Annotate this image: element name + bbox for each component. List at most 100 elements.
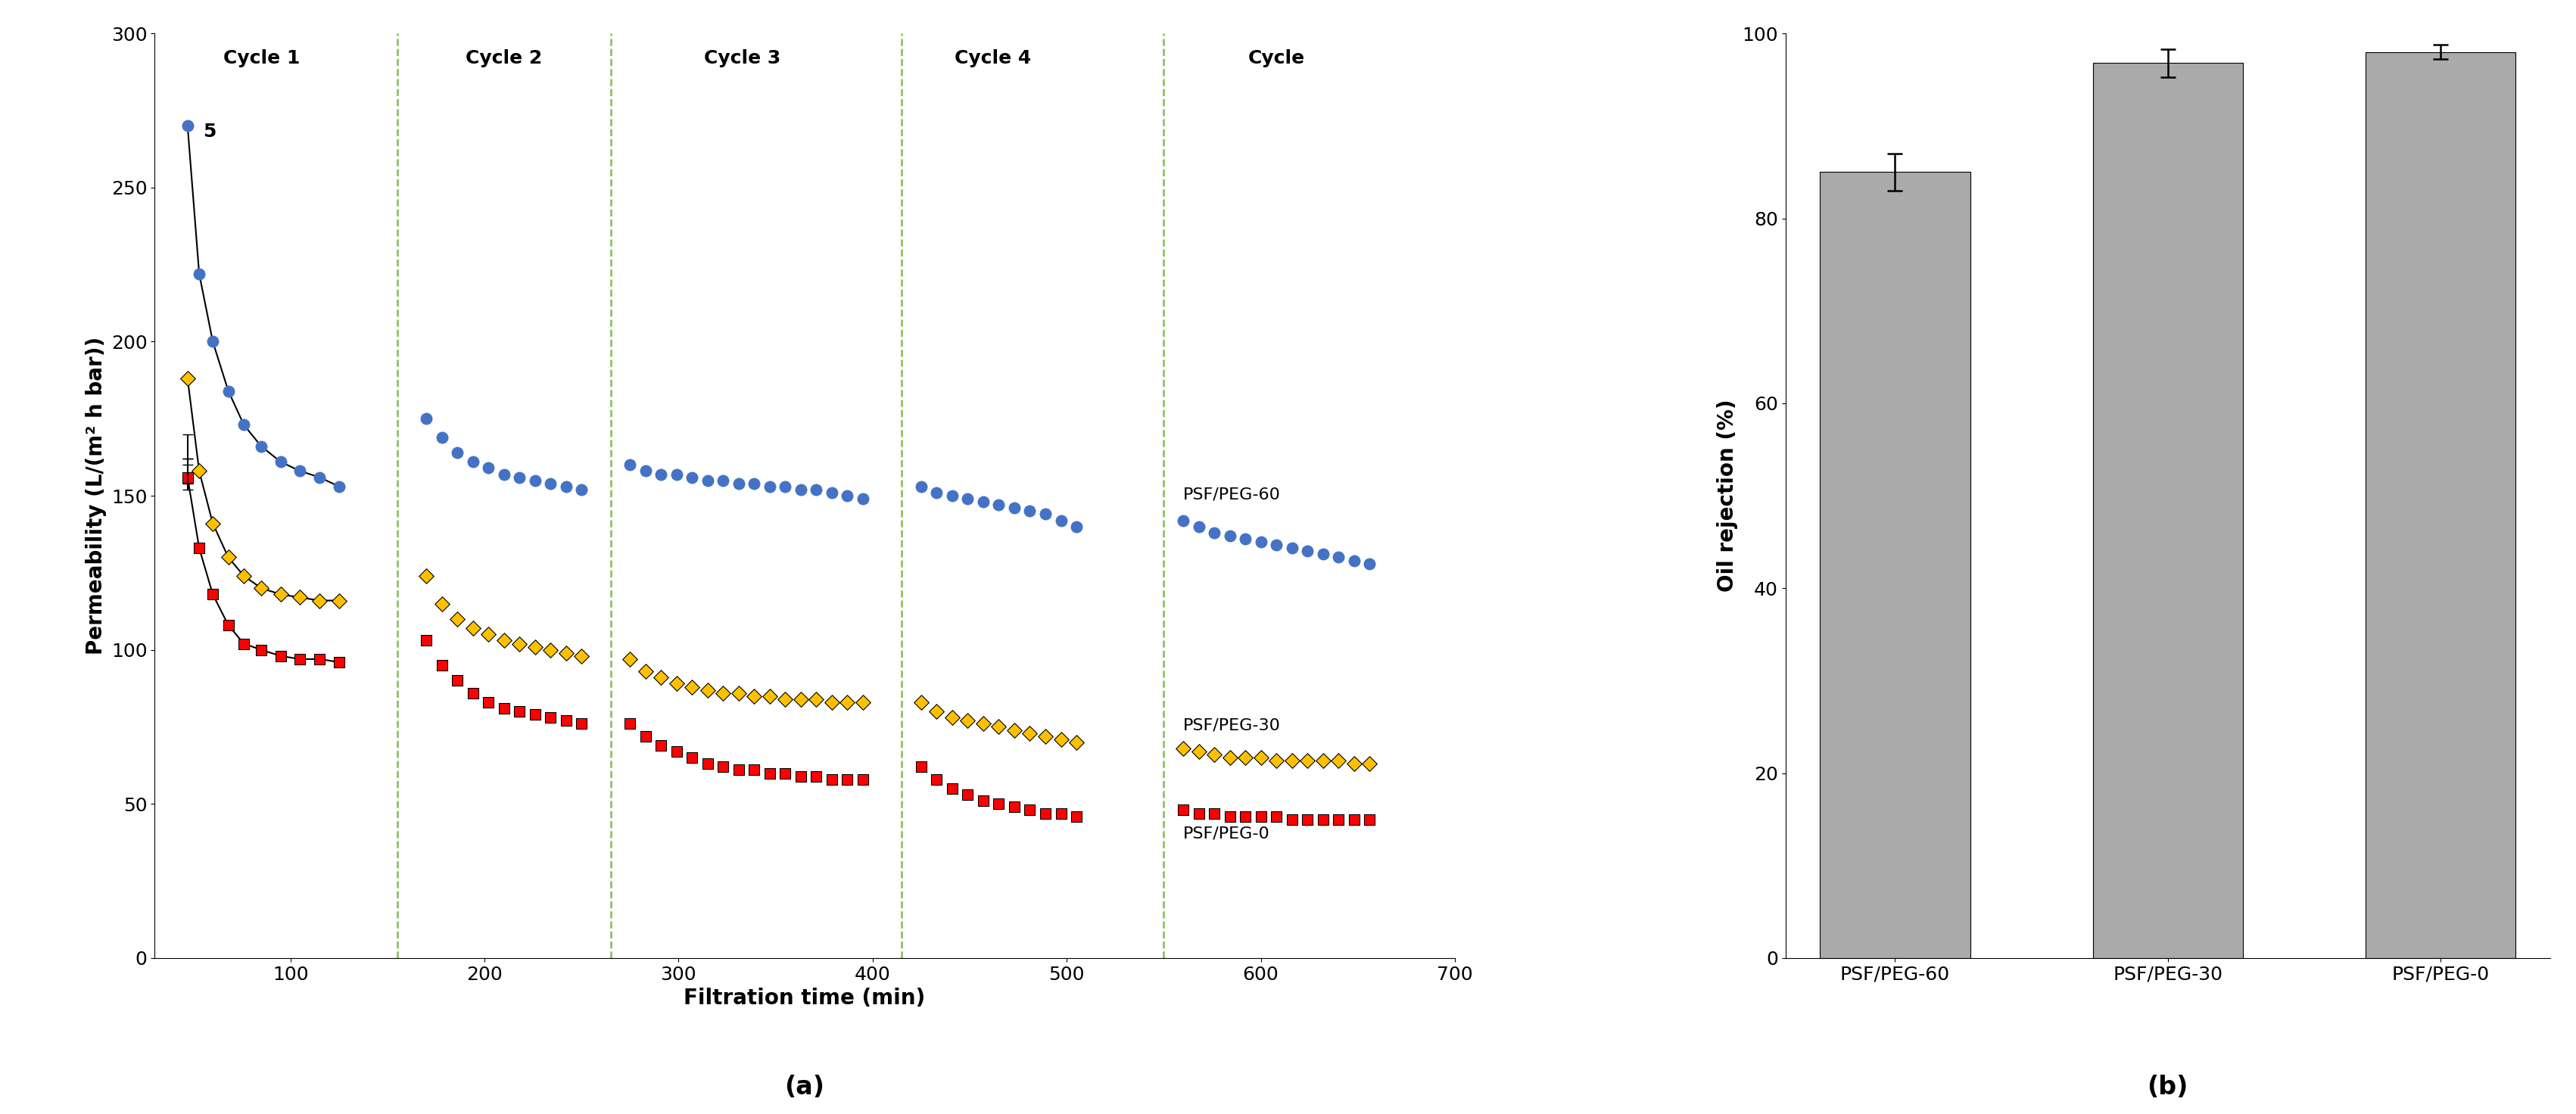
- Point: [688, 681, 729, 698]
- Point: [994, 721, 1036, 739]
- Point: [193, 515, 234, 532]
- Point: [611, 651, 652, 668]
- Point: [979, 719, 1020, 736]
- Point: [1025, 727, 1066, 745]
- Point: [1010, 502, 1051, 520]
- Point: [1319, 811, 1360, 829]
- Point: [484, 466, 526, 483]
- Point: [657, 743, 698, 761]
- Point: [657, 675, 698, 693]
- Point: [1273, 539, 1314, 557]
- Point: [404, 632, 446, 649]
- Point: [500, 703, 541, 721]
- Point: [260, 586, 301, 604]
- Point: [469, 626, 510, 644]
- Point: [515, 638, 556, 656]
- Point: [626, 663, 667, 681]
- Point: [438, 672, 479, 690]
- Point: [422, 656, 464, 674]
- Point: [1319, 548, 1360, 566]
- Point: [1208, 749, 1249, 766]
- Point: [750, 764, 791, 782]
- Point: [611, 715, 652, 733]
- Point: [209, 382, 250, 400]
- Point: [1041, 731, 1082, 749]
- Point: [469, 693, 510, 711]
- Bar: [1821, 172, 1971, 958]
- Point: [765, 478, 806, 496]
- Point: [515, 705, 556, 723]
- Point: [1350, 555, 1391, 573]
- Point: [827, 487, 868, 505]
- Point: [979, 795, 1020, 813]
- Point: [178, 462, 219, 480]
- Point: [1056, 808, 1097, 825]
- Point: [811, 693, 853, 711]
- Point: [281, 462, 322, 480]
- Point: [672, 468, 714, 486]
- Text: PSF/PEG-30: PSF/PEG-30: [1182, 717, 1280, 733]
- Point: [1334, 811, 1376, 829]
- Point: [734, 687, 775, 705]
- Point: [299, 651, 340, 668]
- Text: Cycle 2: Cycle 2: [466, 49, 541, 67]
- Point: [531, 709, 572, 726]
- Point: [546, 712, 587, 730]
- Point: [193, 586, 234, 604]
- Point: [178, 265, 219, 283]
- Point: [1177, 804, 1218, 822]
- Point: [719, 761, 760, 779]
- Point: [1056, 733, 1097, 751]
- Point: [167, 370, 209, 388]
- Point: [531, 641, 572, 658]
- Point: [703, 758, 744, 775]
- Point: [1224, 808, 1265, 825]
- Point: [1025, 804, 1066, 822]
- Point: [703, 684, 744, 702]
- Point: [933, 780, 974, 798]
- Point: [1193, 524, 1234, 541]
- Point: [438, 443, 479, 461]
- Point: [260, 453, 301, 471]
- Point: [750, 687, 791, 705]
- Point: [422, 595, 464, 613]
- Point: [672, 749, 714, 766]
- Point: [209, 548, 250, 566]
- Point: [1273, 811, 1314, 829]
- Point: [299, 592, 340, 609]
- Point: [719, 475, 760, 492]
- Point: [240, 579, 281, 597]
- Point: [917, 771, 958, 789]
- Point: [319, 592, 361, 609]
- Point: [948, 712, 989, 730]
- Point: [1255, 808, 1296, 825]
- Point: [672, 678, 714, 696]
- Point: [1288, 752, 1329, 770]
- Point: [1010, 801, 1051, 819]
- Point: [1319, 752, 1360, 770]
- Point: [1350, 755, 1391, 773]
- Point: [781, 691, 822, 709]
- Point: [1255, 752, 1296, 770]
- Text: Cycle 3: Cycle 3: [703, 49, 781, 67]
- Point: [1334, 755, 1376, 773]
- Point: [1303, 811, 1345, 829]
- Point: [1273, 752, 1314, 770]
- Point: [1288, 811, 1329, 829]
- Point: [979, 496, 1020, 514]
- Point: [515, 471, 556, 489]
- Point: [404, 410, 446, 428]
- Point: [811, 483, 853, 501]
- Point: [1239, 749, 1280, 766]
- Point: [562, 647, 603, 665]
- Point: [1010, 724, 1051, 742]
- Point: [933, 487, 974, 505]
- Bar: [2092, 63, 2244, 958]
- Point: [178, 539, 219, 557]
- Point: [994, 798, 1036, 815]
- Text: 5: 5: [204, 123, 216, 141]
- Point: [963, 494, 1005, 511]
- Point: [765, 764, 806, 782]
- Point: [719, 684, 760, 702]
- Point: [750, 478, 791, 496]
